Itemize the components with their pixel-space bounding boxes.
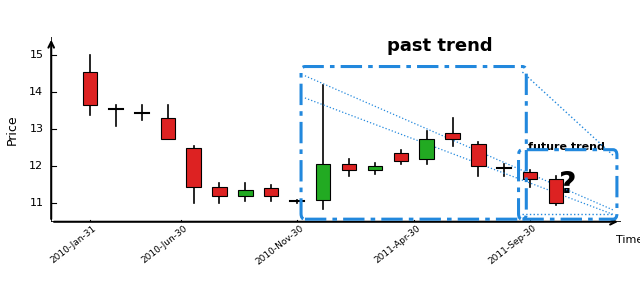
Bar [83, 72, 97, 105]
Text: 12: 12 [29, 161, 44, 171]
Bar [186, 148, 201, 187]
Bar [161, 118, 175, 139]
Bar [419, 139, 434, 159]
Text: 15: 15 [29, 51, 44, 60]
Bar [368, 166, 382, 170]
Text: 11: 11 [29, 198, 44, 208]
Text: Price: Price [6, 114, 19, 145]
Bar [549, 179, 563, 203]
Text: 14: 14 [29, 87, 44, 97]
Text: Timeline: Timeline [616, 235, 640, 245]
Bar [238, 190, 253, 196]
Bar [342, 164, 356, 170]
Text: ?: ? [559, 170, 577, 199]
Bar [471, 144, 486, 166]
Bar [394, 153, 408, 161]
Bar [523, 172, 538, 179]
Text: 13: 13 [29, 124, 44, 134]
Text: 2010-Jan-31: 2010-Jan-31 [49, 224, 98, 265]
Bar [316, 164, 330, 200]
Text: 2010-Nov-30: 2010-Nov-30 [254, 224, 305, 266]
Text: 2011-Apr-30: 2011-Apr-30 [372, 224, 422, 265]
Bar [212, 187, 227, 196]
Bar [445, 133, 460, 139]
Text: past trend: past trend [387, 38, 492, 55]
Bar [264, 188, 278, 196]
Text: 2011-Sep-30: 2011-Sep-30 [487, 224, 538, 266]
Text: 2010-Jun-30: 2010-Jun-30 [140, 224, 189, 265]
Text: future trend: future trend [527, 142, 604, 152]
